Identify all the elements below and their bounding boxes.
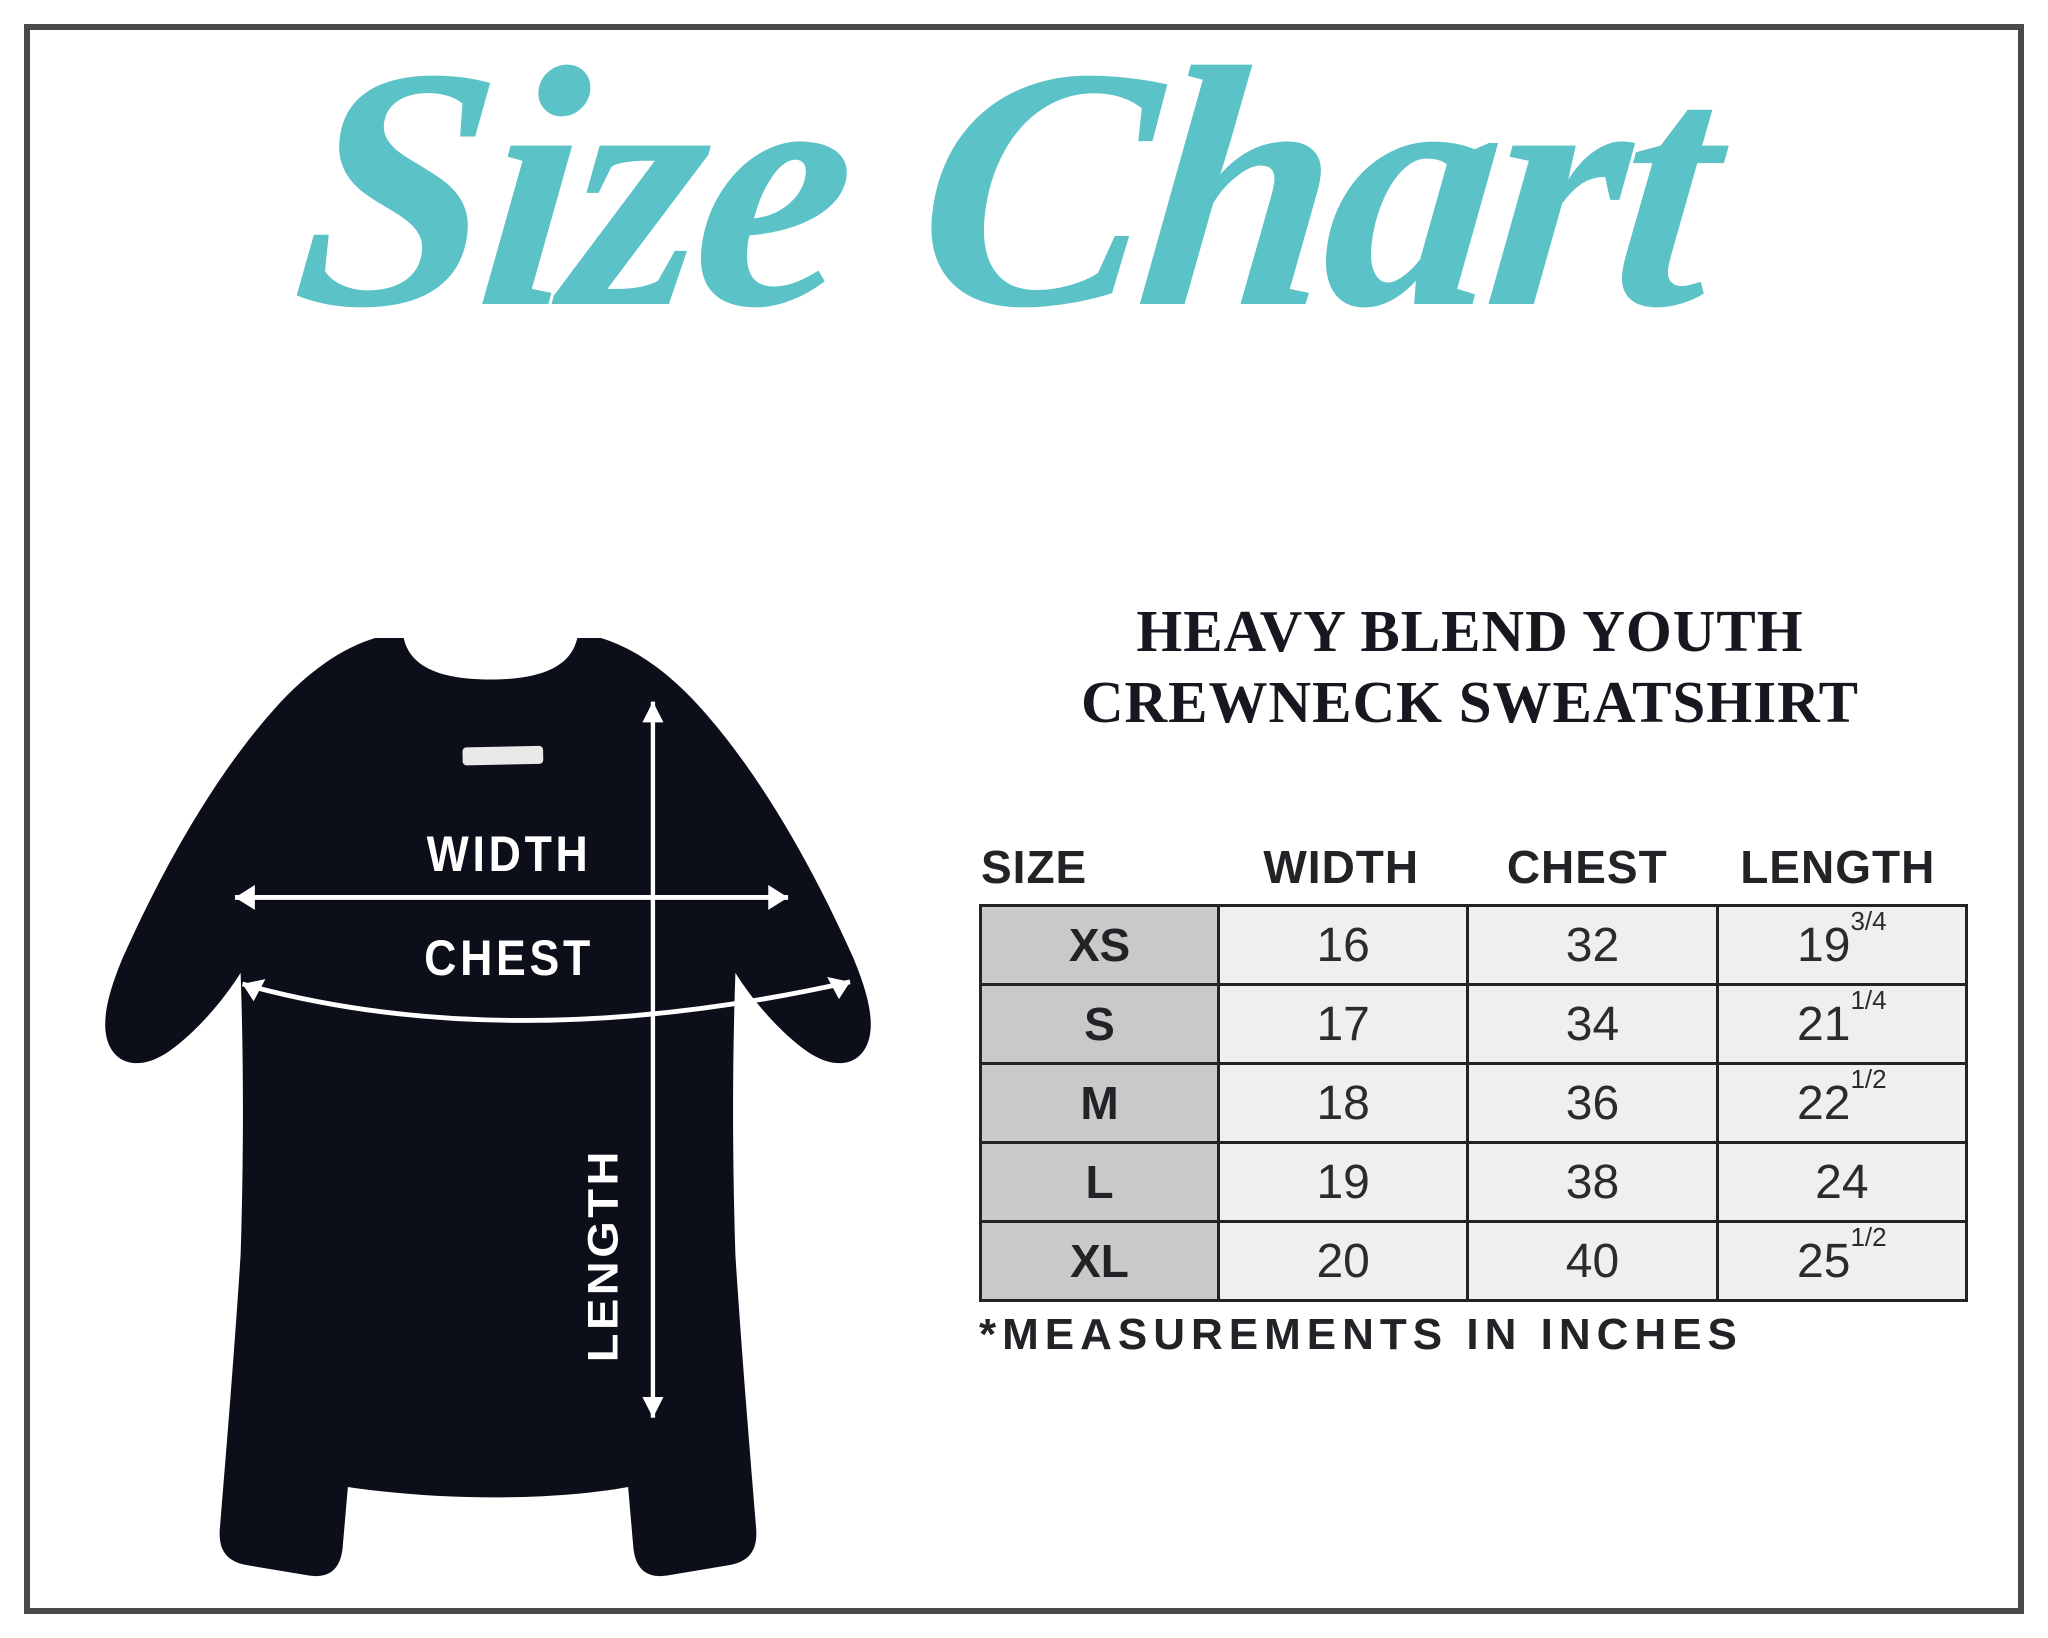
svg-text:LENGTH: LENGTH [581,1148,627,1362]
svg-text:WIDTH: WIDTH [427,827,592,883]
svg-text:CHEST: CHEST [424,931,594,987]
